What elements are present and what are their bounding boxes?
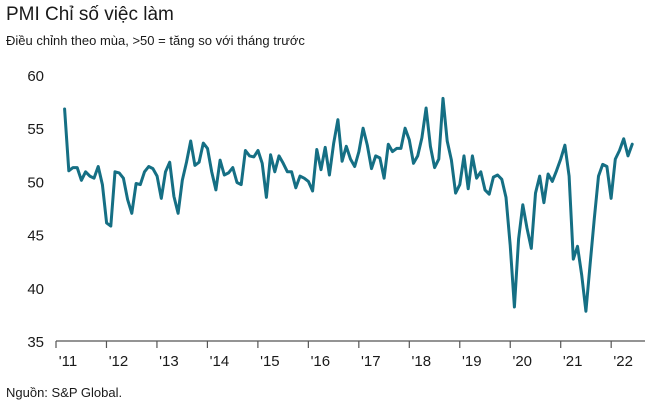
x-tick-label: '20 — [512, 353, 532, 370]
y-tick-label: 40 — [27, 281, 44, 298]
x-tick-label: '19 — [462, 353, 482, 370]
y-tick-label: 45 — [27, 228, 44, 245]
x-tick-label: '11 — [59, 353, 77, 370]
x-tick-label: '15 — [260, 353, 280, 370]
x-tick-label: '12 — [109, 353, 129, 370]
series-line-employment-pmi — [63, 96, 634, 313]
chart-title: PMI Chỉ số việc làm — [6, 4, 174, 25]
y-axis: 35 40 45 50 55 60 — [27, 68, 44, 351]
x-tick-label: '17 — [361, 353, 381, 370]
x-axis: '11 '12 '13 '14 '15 '16 '17 '18 '19 '20 '21 '22 — [55, 341, 633, 370]
y-tick-label: 55 — [27, 121, 44, 138]
y-tick-label: 60 — [27, 68, 44, 85]
x-tick-label: '18 — [412, 353, 432, 370]
source-note: Nguồn: S&P Global. — [6, 385, 123, 400]
x-tick-label: '22 — [613, 353, 633, 370]
y-tick-label: 50 — [27, 174, 44, 191]
x-tick-label: '16 — [311, 353, 331, 370]
chart-subtitle: Điều chỉnh theo mùa, >50 = tăng so với t… — [6, 33, 305, 48]
x-tick-label: '21 — [563, 353, 583, 370]
y-tick-label: 35 — [27, 334, 44, 351]
x-tick-label: '13 — [159, 353, 179, 370]
x-tick-label: '14 — [210, 353, 230, 370]
